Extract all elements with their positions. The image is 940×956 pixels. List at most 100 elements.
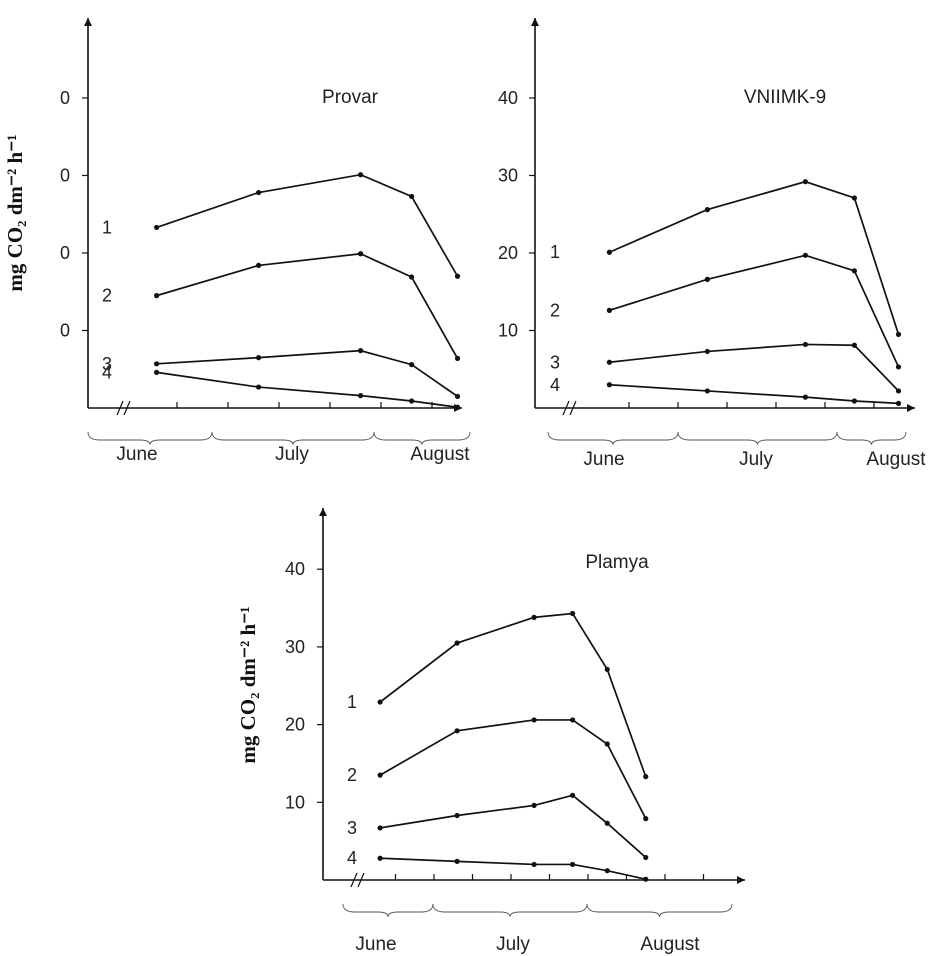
data-point — [851, 195, 858, 201]
series-label: 1 — [550, 242, 560, 262]
month-brace — [211, 431, 375, 445]
data-point — [409, 274, 415, 280]
series-line-1 — [609, 180, 900, 335]
series-label: 4 — [102, 362, 112, 382]
data-point — [851, 398, 858, 404]
data-point — [377, 699, 383, 705]
data-point — [643, 816, 649, 822]
series-label: 4 — [347, 848, 357, 868]
series-label: 1 — [102, 217, 112, 237]
data-point — [570, 861, 576, 868]
data-point — [454, 355, 461, 361]
y-tick-label: 30 — [498, 166, 518, 186]
series-line-3 — [379, 794, 647, 859]
series-line-4 — [380, 857, 646, 881]
y-tick-label: 40 — [285, 559, 305, 579]
series-label: 1 — [347, 692, 357, 712]
data-point — [358, 251, 364, 257]
data-point — [604, 666, 610, 673]
axis-break-mark — [350, 872, 358, 888]
data-point — [454, 393, 461, 399]
data-point — [802, 394, 809, 400]
data-point — [606, 249, 613, 255]
data-point — [154, 369, 160, 375]
data-point — [531, 802, 537, 809]
chart-panel-1: 40 30 20 10 June July August VNIIMK-9 1 2 3 4 — [498, 18, 926, 470]
month-label: July — [275, 444, 309, 465]
chart-title: Provar — [322, 87, 379, 108]
month-brace — [432, 903, 588, 917]
data-point — [358, 348, 364, 354]
data-point — [454, 858, 460, 864]
axis-break-mark — [569, 400, 577, 416]
axis-break-mark — [123, 400, 131, 416]
y-tick-label: 20 — [285, 715, 305, 735]
series-line-1 — [379, 612, 647, 777]
data-point — [358, 393, 364, 399]
data-point — [454, 640, 460, 646]
data-point — [802, 252, 809, 258]
month-brace — [677, 431, 838, 445]
data-point — [704, 348, 711, 355]
month-label: July — [739, 449, 773, 470]
y-axis-label: mg CO₂ dm⁻² h⁻¹ — [3, 134, 27, 291]
data-point — [604, 741, 610, 747]
y-tick-label: 30 — [285, 637, 305, 657]
data-point — [531, 861, 537, 868]
axis-break-mark — [116, 400, 124, 416]
chart-panel-0: 0 0 0 0 June July August Provar mg CO₂ dm⁻² h⁻¹ 1… — [3, 18, 471, 465]
data-point — [704, 388, 711, 394]
month-label: August — [866, 449, 926, 470]
data-point — [851, 268, 858, 274]
data-point — [154, 224, 160, 231]
month-brace — [373, 431, 471, 445]
series-label: 2 — [102, 286, 112, 306]
data-point — [454, 728, 460, 734]
data-point — [154, 293, 160, 299]
month-label: August — [640, 934, 700, 955]
data-point — [454, 812, 460, 819]
data-point — [895, 364, 902, 370]
chart-title: VNIIMK-9 — [744, 87, 826, 108]
data-point — [802, 341, 809, 348]
series-line-3 — [609, 343, 900, 392]
data-point — [256, 384, 262, 390]
month-brace — [547, 431, 679, 445]
data-point — [454, 404, 461, 410]
series-line-3 — [156, 349, 458, 398]
data-point — [606, 382, 613, 388]
chart-panel-2: 40 30 20 10 June July August Plamya mg CO₂ dm⁻² … — [236, 508, 745, 955]
data-point — [606, 307, 613, 313]
data-point — [409, 398, 415, 404]
data-point — [895, 400, 902, 406]
y-tick-label: 10 — [285, 792, 305, 812]
data-point — [895, 388, 902, 394]
series-label: 3 — [102, 354, 112, 374]
data-point — [604, 820, 610, 826]
data-point — [570, 610, 576, 617]
data-point — [409, 193, 415, 200]
data-point — [256, 262, 262, 268]
data-point — [643, 876, 649, 882]
series-label: 2 — [550, 300, 560, 320]
data-point — [154, 361, 160, 367]
data-point — [256, 355, 262, 361]
series-label: 2 — [347, 765, 357, 785]
month-label: July — [496, 934, 530, 955]
data-point — [531, 614, 537, 620]
data-point — [704, 276, 711, 282]
y-tick-label: 0 — [60, 321, 70, 341]
y-tick-label: 0 — [60, 166, 70, 186]
data-point — [409, 362, 415, 368]
month-brace — [836, 431, 907, 445]
y-axis-label: mg CO₂ dm⁻² h⁻¹ — [236, 606, 260, 763]
series-line-1 — [156, 173, 459, 277]
data-point — [256, 189, 262, 196]
month-brace — [342, 903, 434, 917]
data-point — [570, 717, 576, 723]
series-label: 4 — [550, 375, 560, 395]
data-point — [851, 342, 858, 348]
series-line-2 — [379, 719, 647, 820]
data-point — [802, 179, 809, 185]
